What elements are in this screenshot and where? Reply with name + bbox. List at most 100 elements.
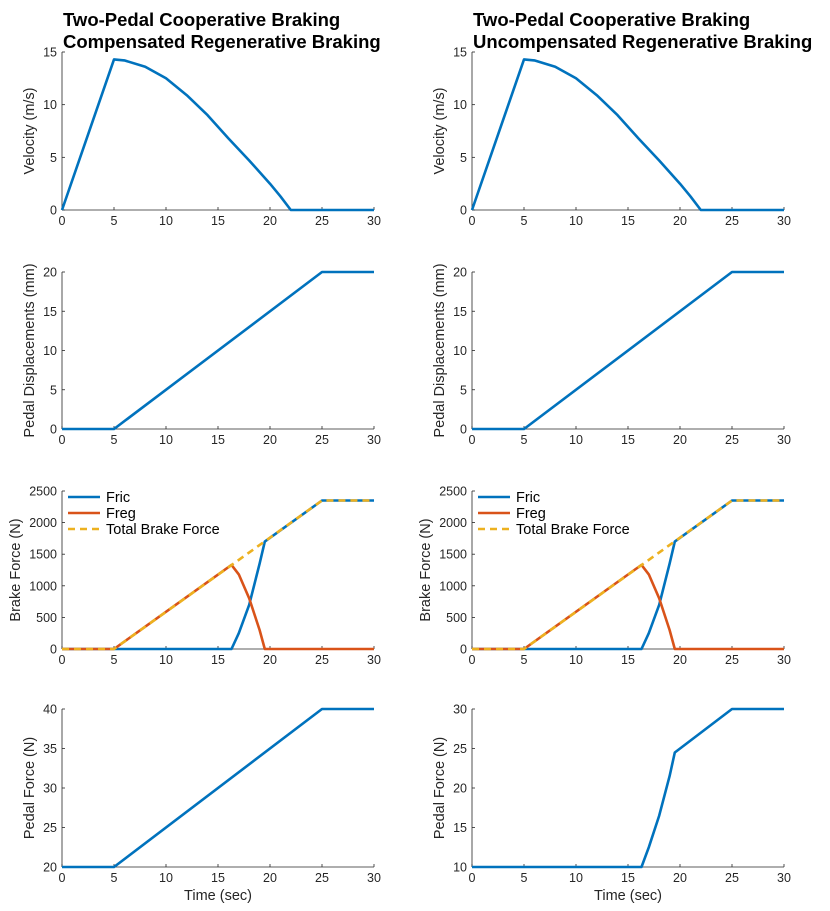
x-tick-label: 30 (777, 871, 791, 885)
y-axis-label: Pedal Displacements (mm) (432, 263, 448, 437)
x-tick-label: 5 (111, 214, 118, 228)
y-axis-label: Pedal Displacements (mm) (22, 263, 38, 437)
y-tick-label: 25 (43, 821, 57, 835)
y-tick-label: 30 (43, 782, 57, 796)
x-tick-label: 15 (621, 433, 635, 447)
y-tick-label: 15 (453, 305, 467, 319)
x-tick-label: 10 (569, 433, 583, 447)
y-tick-label: 0 (460, 643, 467, 657)
x-tick-label: 10 (569, 871, 583, 885)
series-line-freg (62, 563, 374, 651)
y-tick-label: 20 (43, 266, 57, 280)
y-tick-label: 2000 (439, 516, 467, 530)
y-tick-label: 10 (453, 98, 467, 112)
series-line-fric (472, 499, 784, 651)
y-tick-label: 2500 (29, 485, 57, 499)
series-line-freg (472, 563, 784, 651)
legend-label: Freg (516, 506, 546, 522)
x-tick-label: 5 (521, 433, 528, 447)
x-tick-label: 30 (367, 653, 381, 667)
brake-force-uncompensated-plot: 0 5 10 15 20 25 30 0 500 1000 1500 2000 2500 Brake Fo… (418, 485, 791, 668)
x-tick-label: 20 (263, 871, 277, 885)
y-tick-label: 15 (453, 821, 467, 835)
y-axis-label: Brake Force (N) (418, 518, 434, 621)
y-tick-label: 15 (43, 46, 57, 60)
y-tick-label: 20 (43, 861, 57, 875)
x-tick-label: 10 (569, 214, 583, 228)
x-tick-label: 0 (469, 653, 476, 667)
y-tick-label: 10 (43, 98, 57, 112)
y-tick-label: 0 (50, 423, 57, 437)
x-tick-label: 30 (367, 871, 381, 885)
velocity-compensated-plot: 0 5 10 15 20 25 30 0 5 10 15 Velocity (m/s) (22, 46, 381, 229)
series-line-velocity (470, 58, 784, 212)
series-line-pedal-displacement (62, 270, 374, 431)
x-tick-label: 5 (111, 433, 118, 447)
y-tick-label: 1500 (439, 548, 467, 562)
y-tick-label: 25 (453, 742, 467, 756)
column-title-compensated: Two-Pedal Cooperative Braking Compensate… (63, 9, 381, 53)
legend-label: Total Brake Force (516, 522, 630, 538)
y-tick-label: 0 (460, 423, 467, 437)
pedal-force-compensated-plot: 0 5 10 15 20 25 30 20 25 30 35 40 Pedal Force (N) Tim… (22, 703, 381, 905)
series-line-pedal-displacement (472, 270, 784, 431)
brake-force-compensated-plot: 0 5 10 15 20 25 30 0 500 1000 1500 2000 2500 Brake Fo… (8, 485, 381, 668)
pedal-displacement-compensated-plot: 0 5 10 15 20 25 30 0 5 10 15 20 Pedal Displacements … (22, 263, 381, 447)
x-tick-label: 15 (211, 214, 225, 228)
x-tick-label: 20 (673, 653, 687, 667)
y-tick-label: 15 (453, 46, 467, 60)
x-tick-label: 0 (469, 214, 476, 228)
y-tick-label: 30 (453, 703, 467, 717)
y-tick-label: 15 (43, 305, 57, 319)
y-tick-label: 20 (453, 266, 467, 280)
y-tick-label: 5 (460, 383, 467, 397)
legend-label: Total Brake Force (106, 522, 220, 538)
x-tick-label: 25 (725, 433, 739, 447)
x-tick-label: 20 (673, 871, 687, 885)
velocity-uncompensated-plot: 0 5 10 15 20 25 30 0 5 10 15 Velocity (m/s) (432, 46, 791, 229)
y-tick-label: 1500 (29, 548, 57, 562)
y-tick-label: 10 (453, 861, 467, 875)
x-tick-label: 30 (777, 214, 791, 228)
y-tick-label: 0 (50, 204, 57, 218)
y-tick-label: 5 (50, 383, 57, 397)
y-tick-label: 10 (453, 344, 467, 358)
x-tick-label: 5 (111, 871, 118, 885)
pedal-force-uncompensated-plot: 0 5 10 15 20 25 30 10 15 20 25 30 Pedal Force (N) Tim… (432, 703, 791, 905)
x-tick-label: 5 (111, 653, 118, 667)
x-tick-label: 0 (59, 871, 66, 885)
y-axis-label: Pedal Force (N) (432, 737, 448, 839)
series-line-total-brake-force (472, 499, 784, 651)
x-tick-label: 25 (315, 871, 329, 885)
x-tick-label: 15 (211, 653, 225, 667)
series-line-velocity (60, 58, 374, 212)
x-tick-label: 25 (725, 653, 739, 667)
x-tick-label: 20 (673, 433, 687, 447)
column-title-uncompensated: Two-Pedal Cooperative Braking Uncompensa… (473, 9, 812, 53)
y-tick-label: 40 (43, 703, 57, 717)
title-line-2: Uncompensated Regenerative Braking (473, 31, 813, 52)
legend-label: Fric (516, 490, 540, 506)
x-tick-label: 10 (159, 214, 173, 228)
y-tick-label: 10 (43, 344, 57, 358)
y-tick-label: 2000 (29, 516, 57, 530)
x-tick-label: 10 (159, 433, 173, 447)
x-tick-label: 0 (59, 433, 66, 447)
y-tick-label: 0 (460, 204, 467, 218)
series-line-fric (62, 499, 374, 651)
x-tick-label: 30 (777, 653, 791, 667)
x-tick-label: 25 (315, 433, 329, 447)
legend-label: Fric (106, 490, 130, 506)
y-tick-label: 0 (50, 643, 57, 657)
x-tick-label: 30 (367, 433, 381, 447)
x-tick-label: 20 (673, 214, 687, 228)
x-tick-label: 5 (521, 871, 528, 885)
x-tick-label: 20 (263, 433, 277, 447)
x-tick-label: 5 (521, 214, 528, 228)
x-tick-label: 0 (59, 653, 66, 667)
title-line-1: Two-Pedal Cooperative Braking (63, 9, 341, 30)
y-tick-label: 5 (50, 151, 57, 165)
